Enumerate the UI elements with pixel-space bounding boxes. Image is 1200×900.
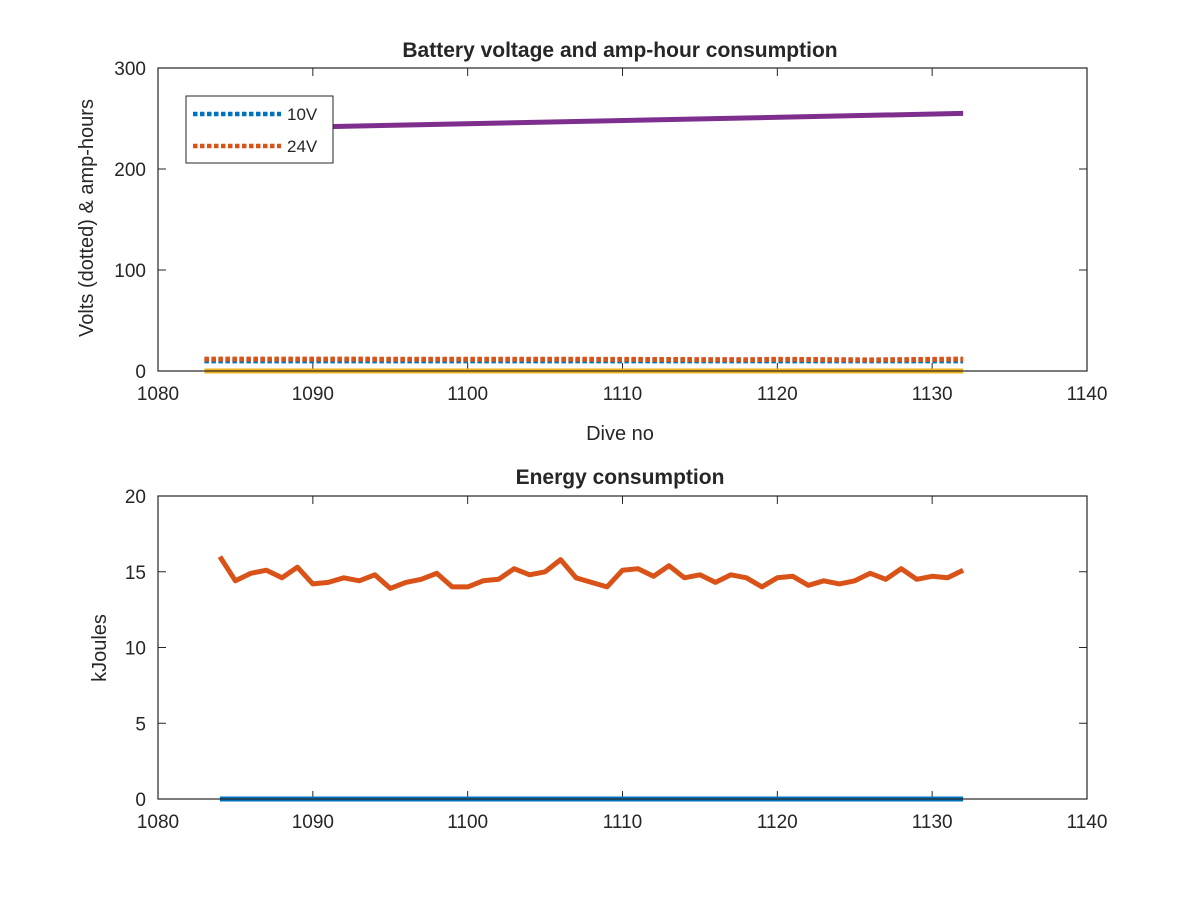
energy-y-tick-label: 0	[135, 790, 146, 811]
voltage-y-tick-label: 0	[135, 362, 146, 383]
energy-plot-frame	[157, 495, 1088, 800]
voltage-x-tick-label: 1120	[757, 384, 798, 405]
voltage-x-tick-label: 1130	[912, 384, 953, 405]
legend-label-10v: 10V	[287, 105, 318, 124]
voltage-subplot: Battery voltage and amp-hour consumption…	[76, 39, 1107, 445]
voltage-axis-ticks: 1080 1090 1100 1110 1120 1130 1140 0 100 200 300	[114, 59, 1107, 405]
energy-y-tick-label: 10	[125, 639, 146, 660]
energy-x-tick-label: 1140	[1067, 812, 1108, 833]
voltage-plot-frame	[157, 67, 1088, 372]
energy-x-tick-label: 1120	[757, 812, 798, 833]
legend-box	[185, 95, 334, 164]
energy-subplot: Energy consumption kJoules 1080 1090 1100 1…	[89, 466, 1107, 833]
voltage-x-tick-label: 1140	[1067, 384, 1108, 405]
voltage-series-line-3	[281, 110, 964, 131]
voltage-chart-title: Battery voltage and amp-hour consumption	[402, 39, 837, 62]
energy-y-tick-label: 15	[125, 563, 146, 584]
voltage-y-axis-label: Volts (dotted) & amp-hours	[76, 99, 98, 337]
voltage-x-tick-label: 1110	[603, 384, 642, 405]
voltage-y-tick-label: 300	[114, 59, 146, 80]
voltage-legend: 10V 24V	[185, 95, 334, 164]
energy-x-tick-label: 1080	[137, 812, 179, 833]
energy-series-line-1	[217, 555, 965, 591]
energy-axis-ticks: 1080 1090 1100 1110 1120 1130 1140 0 5 10 15 20	[125, 487, 1108, 833]
energy-x-tick-label: 1090	[292, 812, 334, 833]
voltage-series-line-24v	[204, 356, 964, 363]
voltage-x-tick-label: 1100	[447, 384, 488, 405]
energy-y-tick-label: 5	[135, 714, 146, 735]
legend-label-24v: 24V	[287, 137, 318, 156]
voltage-x-tick-label: 1090	[292, 384, 334, 405]
voltage-x-tick-label: 1080	[137, 384, 179, 405]
voltage-x-axis-label: Dive no	[586, 423, 654, 445]
energy-x-tick-label: 1130	[912, 812, 953, 833]
energy-y-axis-label: kJoules	[89, 614, 111, 682]
energy-y-tick-label: 20	[125, 487, 146, 508]
energy-chart-title: Energy consumption	[516, 466, 725, 489]
voltage-y-tick-label: 200	[114, 160, 146, 181]
energy-x-tick-label: 1100	[447, 812, 488, 833]
voltage-y-tick-label: 100	[114, 261, 146, 282]
energy-x-tick-label: 1110	[603, 812, 642, 833]
